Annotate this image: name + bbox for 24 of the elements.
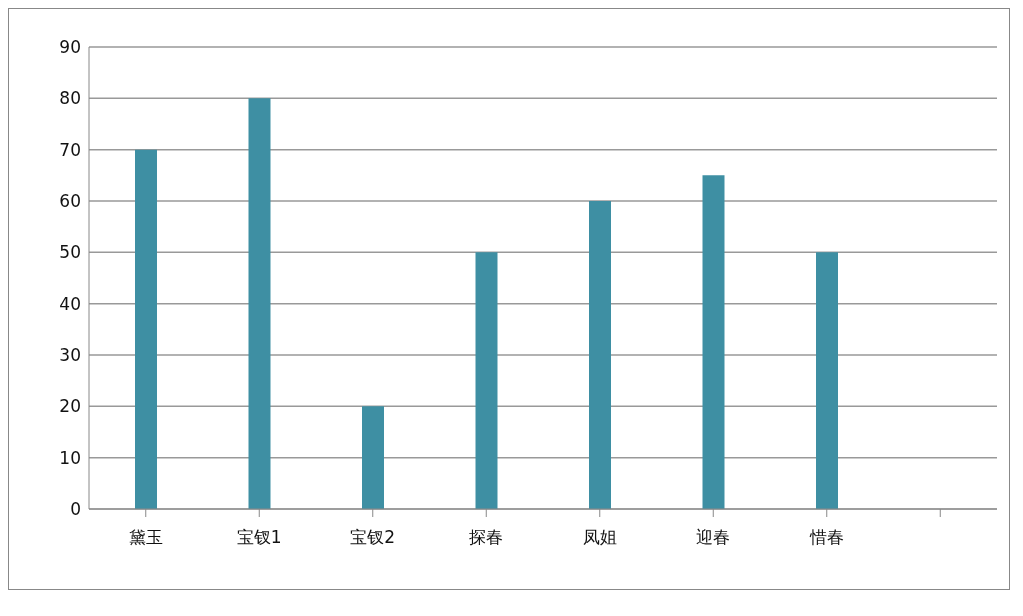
x-tick-label: 凤姐 <box>582 527 617 548</box>
y-tick-label: 40 <box>59 293 81 314</box>
bar <box>475 252 498 509</box>
y-tick-label: 10 <box>59 447 81 468</box>
y-tick-label: 20 <box>59 396 81 417</box>
bar <box>135 149 157 509</box>
y-tick-label: 60 <box>59 191 81 212</box>
bar <box>816 252 838 509</box>
y-tick-label: 80 <box>59 88 81 109</box>
bar <box>702 175 725 509</box>
bar <box>362 406 384 509</box>
y-tick-label: 90 <box>59 37 81 58</box>
y-tick-label: 50 <box>59 242 81 263</box>
y-tick-label: 70 <box>59 139 81 160</box>
x-tick-label: 宝钗2 <box>350 527 396 548</box>
bar <box>248 98 271 509</box>
bar <box>589 201 611 509</box>
y-tick-label: 0 <box>70 499 81 520</box>
x-tick-label: 黛玉 <box>128 527 163 548</box>
y-tick-label: 30 <box>59 345 81 366</box>
x-tick-label: 宝钗1 <box>236 527 282 548</box>
x-tick-label: 探春 <box>469 527 504 548</box>
x-tick-label: 惜春 <box>808 527 844 548</box>
x-tick-label: 迎春 <box>696 527 731 548</box>
